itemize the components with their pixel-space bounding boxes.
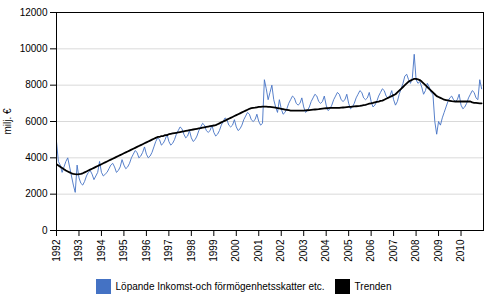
svg-text:12000: 12000 [20,7,48,18]
svg-text:1996: 1996 [141,239,152,262]
svg-text:2000: 2000 [25,188,48,199]
svg-text:1994: 1994 [96,239,107,262]
svg-text:1993: 1993 [73,239,84,262]
svg-text:milj. €: milj. € [2,108,13,135]
svg-text:0: 0 [42,225,48,236]
svg-text:2007: 2007 [388,239,399,262]
svg-text:1997: 1997 [163,239,174,262]
svg-text:2008: 2008 [410,239,421,262]
svg-text:2001: 2001 [253,239,264,262]
svg-text:2006: 2006 [365,239,376,262]
svg-text:1999: 1999 [208,239,219,262]
svg-text:6000: 6000 [25,116,48,127]
svg-text:8000: 8000 [25,79,48,90]
svg-text:2009: 2009 [433,239,444,262]
svg-text:1992: 1992 [51,239,62,262]
svg-text:4000: 4000 [25,152,48,163]
svg-text:2010: 2010 [455,239,466,262]
svg-text:2000: 2000 [230,239,241,262]
html-text:Trenden: Trenden [354,281,392,292]
svg-text:2002: 2002 [275,239,286,262]
svg-text:1995: 1995 [118,239,129,262]
svg-text:2003: 2003 [298,239,309,262]
svg-text:10000: 10000 [20,43,48,54]
html-text:Löpande Inkomst-och förmögenhe: Löpande Inkomst-och förmögenhetsskatter … [115,281,325,292]
svg-text:2004: 2004 [320,239,331,262]
svg-text:1998: 1998 [186,239,197,262]
svg-text:2005: 2005 [343,239,354,262]
